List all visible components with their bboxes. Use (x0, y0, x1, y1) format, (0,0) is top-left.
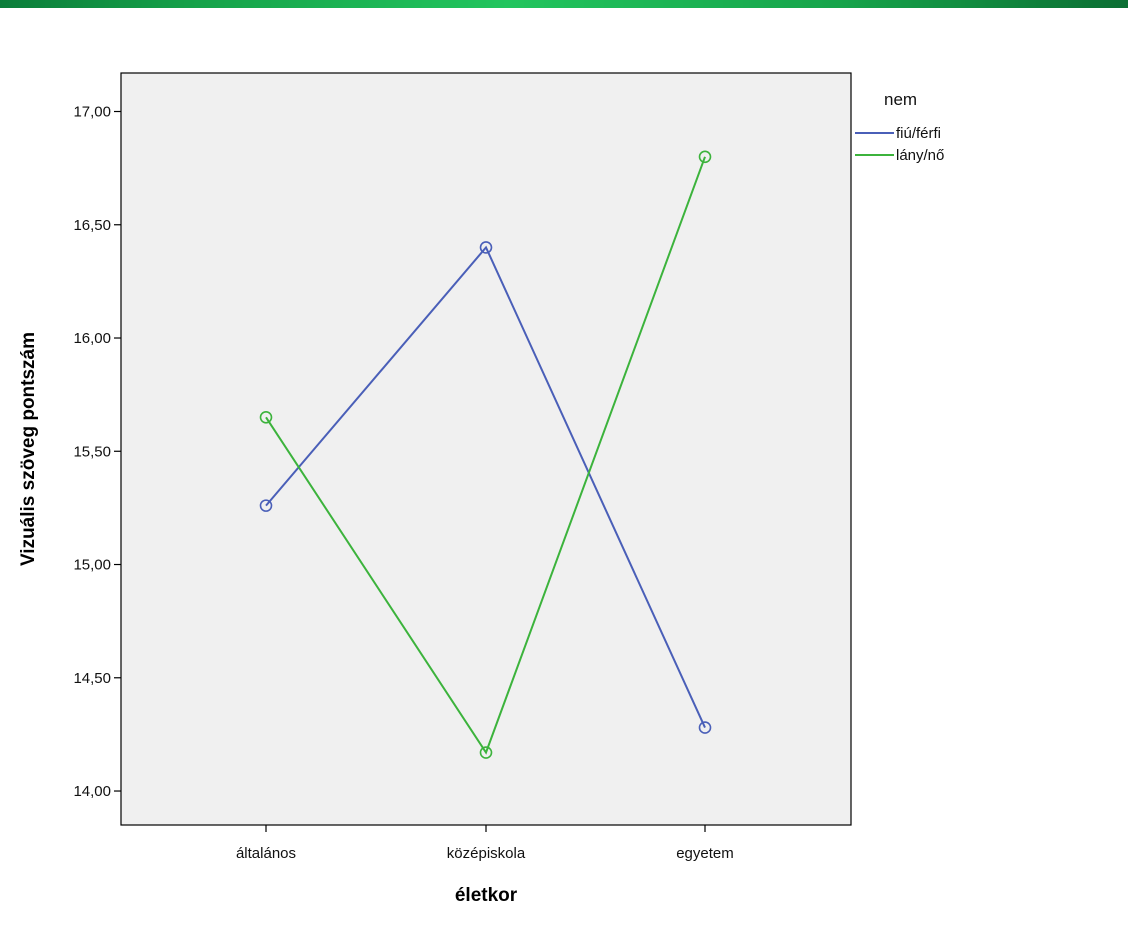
y-tick-label: 15,00 (73, 557, 111, 574)
legend: nem fiú/férfi lány/nő (855, 90, 944, 164)
y-tick-label: 17,00 (73, 104, 111, 121)
data-point (698, 721, 712, 734)
data-point (479, 746, 493, 759)
x-tick-label: egyetem (676, 845, 734, 862)
y-tick-label: 16,50 (73, 217, 111, 234)
y-tick-label: 15,50 (73, 443, 111, 460)
y-axis-title: Vizuális szöveg pontszám (18, 332, 39, 566)
series-lines (265, 156, 706, 755)
legend-label: lány/nő (896, 147, 944, 164)
data-point (479, 241, 493, 254)
x-tick-label: középiskola (447, 845, 526, 862)
y-axis: 14,00 14,50 15,00 15,50 16,00 16,50 17,00 (73, 104, 121, 800)
legend-label: fiú/férfi (896, 125, 941, 142)
data-point (698, 150, 712, 164)
data-point (259, 499, 273, 512)
x-axis-title: életkor (455, 885, 518, 906)
y-tick-label: 16,00 (73, 330, 111, 347)
y-tick-label: 14,00 (73, 783, 111, 800)
plot-area (120, 72, 852, 826)
top-accent-bar (0, 0, 1128, 8)
legend-title: nem (884, 90, 917, 109)
y-tick-label: 14,50 (73, 670, 111, 687)
series-line-1 (265, 156, 706, 755)
x-tick-label: általános (236, 845, 296, 862)
data-point (259, 410, 273, 424)
series-line-0 (265, 245, 706, 729)
x-axis: általános középiskola egyetem (236, 825, 734, 862)
series-points (259, 150, 712, 759)
